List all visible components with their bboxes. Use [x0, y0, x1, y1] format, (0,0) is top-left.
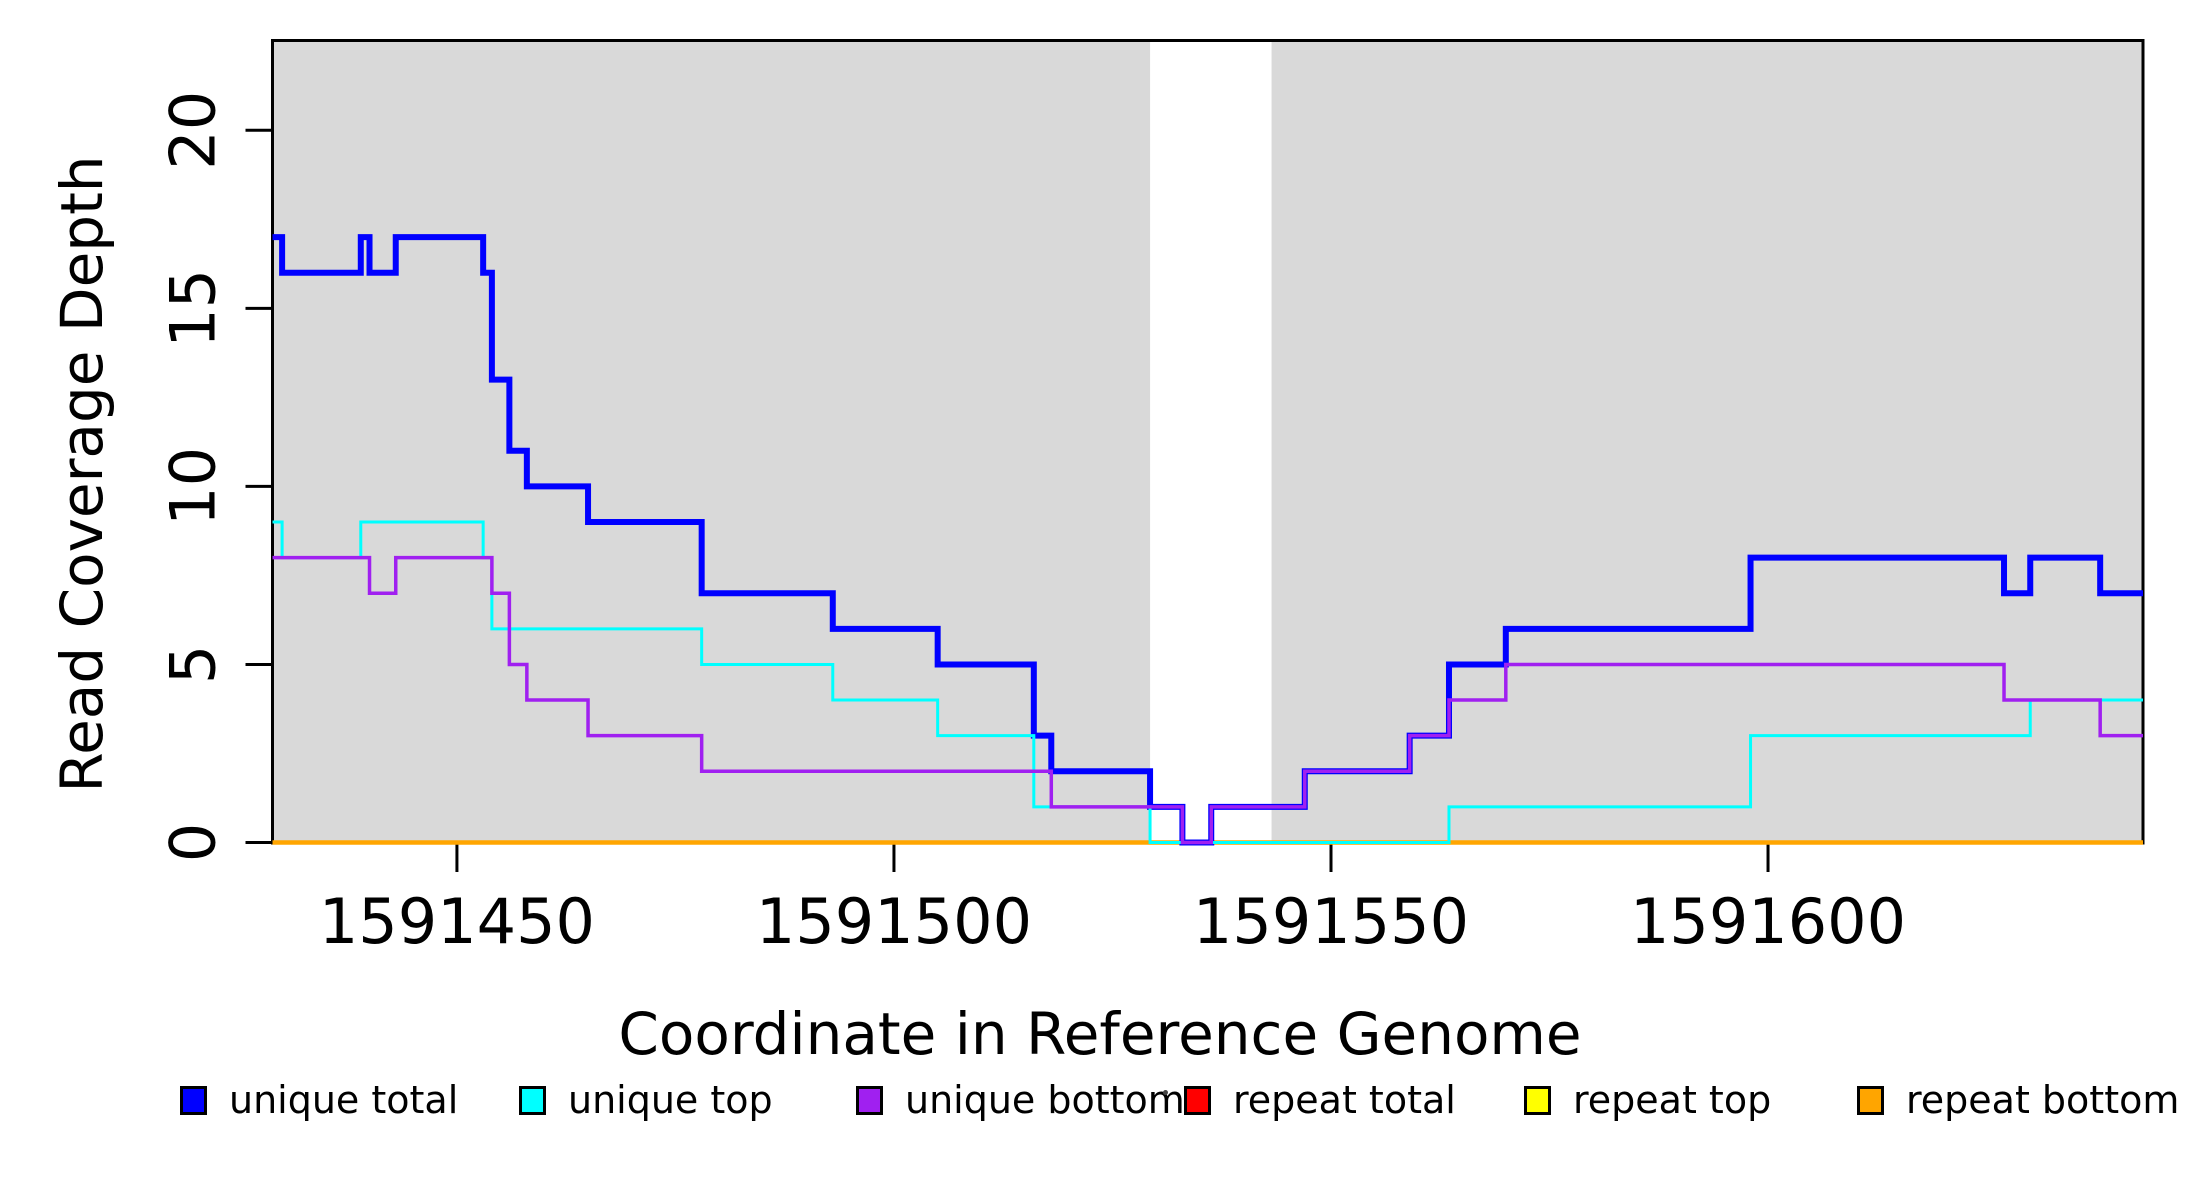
legend-item-unique-bottom: unique bottom	[856, 1078, 1185, 1122]
legend-item-repeat-top: repeat top	[1524, 1078, 1772, 1122]
repeat-bottom-swatch-icon	[1857, 1085, 1884, 1115]
y-tick-label: 20	[157, 91, 230, 170]
y-tick-label: 5	[157, 645, 230, 684]
x-axis-title: Coordinate in Reference Genome	[618, 1000, 1582, 1068]
x-tick-label: 1591550	[1193, 885, 1469, 958]
repeat-top-swatch-icon	[1524, 1085, 1551, 1115]
x-tick-label: 1591600	[1630, 885, 1906, 958]
shaded-region-1	[1271, 40, 2143, 843]
legend-label: repeat bottom	[1906, 1078, 2180, 1122]
x-tick-label: 1591500	[756, 885, 1032, 958]
chart-svg: 1591450 1591500 1591550 1591600 0 5 10 15 20	[157, 39, 2145, 958]
series-line-unique-bottom	[272, 555, 2143, 845]
unique-bottom-swatch-icon	[856, 1085, 883, 1115]
legend-label: repeat total	[1233, 1078, 1456, 1122]
legend-label: repeat top	[1573, 1078, 1772, 1122]
x-tick-label: 1591450	[319, 885, 595, 958]
unique-top-swatch-icon	[519, 1085, 546, 1115]
legend-label: unique top	[568, 1078, 773, 1122]
y-tick-label: 0	[157, 823, 230, 862]
legend-item-repeat-bottom: repeat bottom	[1857, 1078, 2180, 1122]
series-line-unique-total	[272, 234, 2143, 846]
y-tick-label: 10	[157, 447, 230, 526]
legend-item-unique-top: unique top	[519, 1078, 773, 1122]
series-line-unique-top	[272, 520, 2143, 844]
legend-label: unique total	[229, 1078, 459, 1122]
repeat-total-swatch-icon	[1184, 1085, 1211, 1115]
y-tick-label: 15	[157, 269, 230, 348]
legend-label: unique bottom	[905, 1078, 1185, 1122]
stray-dot	[1163, 1090, 1168, 1095]
legend-item-repeat-total: repeat total	[1184, 1078, 1456, 1122]
legend: unique total unique top unique bottom re…	[0, 1078, 2200, 1140]
unique-total-swatch-icon	[180, 1085, 207, 1115]
legend-item-unique-total: unique total	[180, 1078, 459, 1122]
shaded-region-0	[272, 40, 1151, 843]
y-axis-title: Read Coverage Depth	[48, 155, 116, 793]
